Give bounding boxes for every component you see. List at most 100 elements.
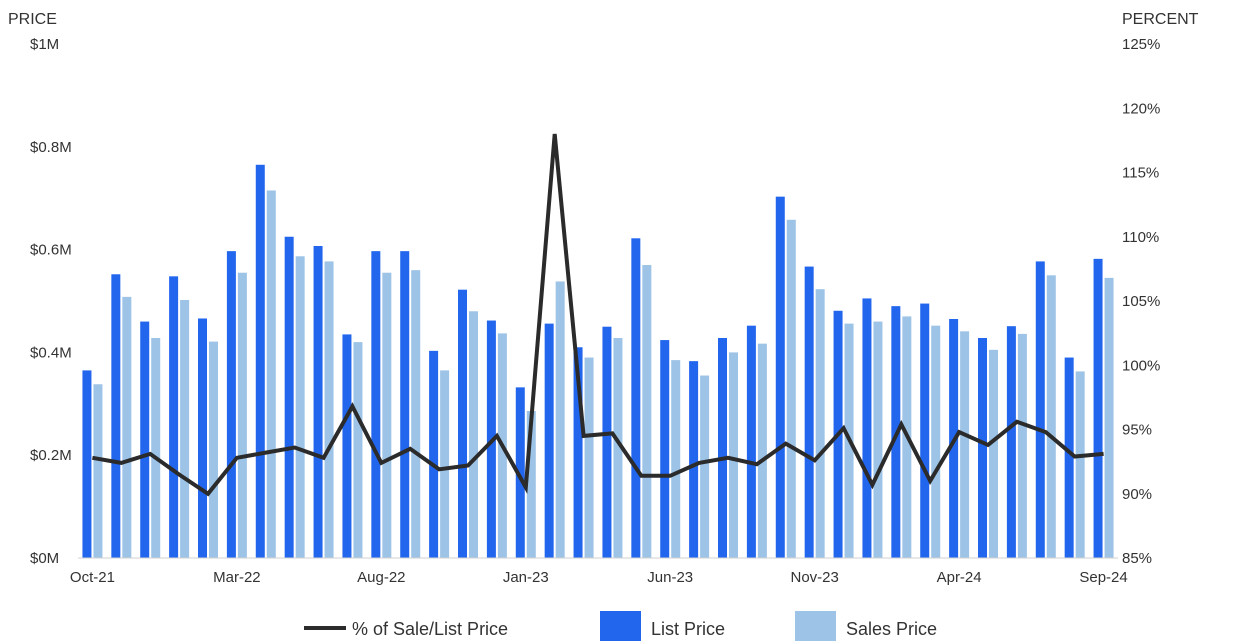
sales-price-bar <box>642 265 652 558</box>
list-price-bar <box>458 289 467 558</box>
sales-price-bar <box>1046 275 1056 558</box>
sales-price-bar <box>931 325 941 558</box>
list-price-bar <box>862 298 872 558</box>
right-tick-label: 115% <box>1122 165 1159 182</box>
left-tick-label: $1M <box>30 36 59 53</box>
sales-price-bar <box>1104 277 1114 558</box>
sales-price-bar <box>526 410 536 558</box>
sales-price-bar <box>266 190 276 559</box>
list-price-bar <box>1035 261 1045 558</box>
right-tick-label: 90% <box>1122 486 1152 503</box>
left-axis-title: PRICE <box>8 11 57 28</box>
list-price-bar <box>544 323 554 558</box>
sales-price-bar <box>411 270 421 558</box>
list-price-bar <box>429 350 439 558</box>
sales-price-bar <box>469 311 478 558</box>
sales-price-bar <box>440 370 450 558</box>
list-price-bar <box>198 318 207 558</box>
legend-item-list-price[interactable]: List Price <box>600 611 725 641</box>
list-price-bar <box>746 325 756 558</box>
list-price-bar <box>111 274 121 558</box>
sales-price-bar <box>757 343 767 558</box>
sale-list-ratio-line <box>92 133 1104 497</box>
right-axis-title: PERCENT <box>1122 11 1199 28</box>
legend: % of Sale/List Price List Price Sales Pr… <box>304 611 937 641</box>
sales-price-bar <box>873 321 883 558</box>
list-price-bar <box>371 251 381 558</box>
left-axis-ticks: $0M $0.2M $0.4M $0.6M $0.8M $1M <box>30 36 72 567</box>
sales-price-bar <box>209 341 218 558</box>
right-tick-label: 100% <box>1122 357 1160 374</box>
x-tick-label: Jun-23 <box>647 569 693 586</box>
sales-price-bar <box>584 357 594 558</box>
sales-price-bar <box>237 272 247 558</box>
right-tick-label: 95% <box>1122 422 1152 439</box>
list-price-bar <box>400 251 410 558</box>
sales-price-bar <box>122 296 132 558</box>
x-tick-label: Mar-22 <box>213 569 261 586</box>
list-price-bar <box>689 361 699 558</box>
sales-price-bar <box>613 338 623 558</box>
list-price-bar <box>226 251 236 558</box>
sales-price-bar <box>555 281 565 558</box>
right-axis-ticks: 85% 90% 95% 100% 105% 110% 115% 120% 125% <box>1122 36 1160 567</box>
sales-price-bar <box>295 256 305 558</box>
list-price-bar <box>573 347 583 558</box>
legend-label-sales-price: Sales Price <box>846 619 937 639</box>
sales-price-bar <box>729 352 738 558</box>
sales-price-bar <box>382 272 392 558</box>
list-price-bar <box>775 196 785 558</box>
line-series <box>92 133 1104 497</box>
sales-price-bar <box>700 375 710 558</box>
sales-price-bar <box>180 299 190 558</box>
list-price-bar <box>82 370 92 558</box>
sales-price-bar <box>815 289 825 558</box>
right-tick-label: 110% <box>1122 229 1159 246</box>
x-tick-label: Aug-22 <box>357 569 405 586</box>
list-price-bar <box>804 266 814 558</box>
list-price-bar <box>1064 357 1074 558</box>
sales-price-bar <box>671 360 681 558</box>
right-tick-label: 85% <box>1122 550 1152 567</box>
list-price-bar <box>718 338 727 558</box>
list-price-bar <box>978 338 987 558</box>
left-tick-label: $0.2M <box>30 447 72 464</box>
sales-price-bar <box>960 331 970 558</box>
sales-price-bar <box>786 219 796 558</box>
x-tick-label: Jan-23 <box>503 569 549 586</box>
list-price-bar <box>1093 258 1103 558</box>
list-price-bar <box>255 164 265 559</box>
legend-item-sales-price[interactable]: Sales Price <box>795 611 937 641</box>
list-price-bar <box>140 321 150 558</box>
list-price-bar <box>660 340 670 558</box>
legend-item-ratio[interactable]: % of Sale/List Price <box>304 619 508 639</box>
bar-series <box>82 164 1114 559</box>
list-price-bar <box>284 236 294 558</box>
list-price-bar <box>169 276 179 558</box>
sales-price-bar <box>93 384 103 558</box>
sales-price-bar <box>353 342 363 558</box>
left-tick-label: $0.4M <box>30 344 72 361</box>
x-tick-label: Oct-21 <box>70 569 115 586</box>
right-tick-label: 105% <box>1122 293 1160 310</box>
x-tick-label: Sep-24 <box>1079 569 1127 586</box>
right-tick-label: 125% <box>1122 36 1160 53</box>
list-price-bar <box>631 238 641 559</box>
legend-label-ratio: % of Sale/List Price <box>352 619 508 639</box>
left-tick-label: $0.8M <box>30 139 72 156</box>
legend-swatch-sales-price <box>795 611 836 641</box>
sales-price-bar <box>989 349 998 558</box>
legend-swatch-list-price <box>600 611 641 641</box>
list-price-bar <box>602 326 612 558</box>
list-price-bar <box>920 303 930 558</box>
list-price-bar <box>342 334 352 558</box>
sales-price-bar <box>1075 371 1085 558</box>
sales-price-bar <box>151 338 161 558</box>
list-price-bar <box>1006 326 1016 558</box>
x-axis-ticks: Oct-21 Mar-22 Aug-22 Jan-23 Jun-23 Nov-23 Apr-… <box>70 569 1128 586</box>
legend-label-list-price: List Price <box>651 619 725 639</box>
sales-price-bar <box>324 261 334 558</box>
list-price-bar <box>515 387 525 558</box>
left-tick-label: $0.6M <box>30 242 72 259</box>
